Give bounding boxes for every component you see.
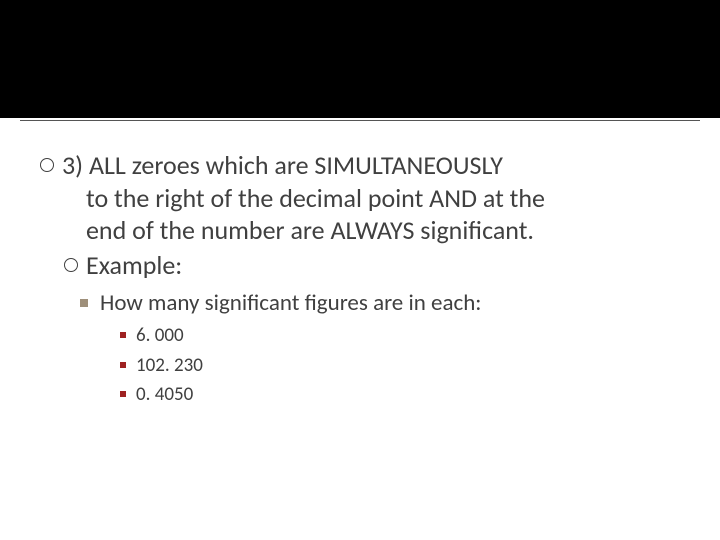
- number-item: 102. 230: [120, 354, 680, 378]
- rule-bullet: 3) ALL zeroes which are SIMULTANEOUSLY t…: [40, 149, 680, 247]
- content-area: 3) ALL zeroes which are SIMULTANEOUSLY t…: [0, 121, 720, 407]
- question-text: How many significant figures are in each…: [100, 289, 481, 318]
- example-bullet: Example:: [64, 249, 680, 282]
- circle-bullet-icon: [40, 158, 54, 172]
- small-square-bullet-icon: [120, 391, 126, 397]
- circle-bullet-icon: [64, 258, 78, 272]
- number-value: 102. 230: [136, 354, 203, 378]
- number-value: 6. 000: [136, 324, 184, 348]
- small-square-bullet-icon: [120, 332, 126, 338]
- example-label: Example:: [86, 249, 182, 282]
- number-value: 0. 4050: [136, 383, 193, 407]
- small-square-bullet-icon: [120, 362, 126, 368]
- number-item: 0. 4050: [120, 383, 680, 407]
- number-item: 6. 000: [120, 324, 680, 348]
- rule-text: 3) ALL zeroes which are SIMULTANEOUSLY t…: [62, 149, 545, 247]
- rule-line-1: 3) ALL zeroes which are SIMULTANEOUSLY: [62, 149, 503, 181]
- square-bullet-icon: [80, 299, 88, 307]
- rule-line-3: end of the number are ALWAYS significant…: [86, 214, 534, 247]
- header-bar: [0, 0, 720, 118]
- question-bullet: How many significant figures are in each…: [80, 289, 680, 318]
- rule-line-2: to the right of the decimal point AND at…: [86, 182, 545, 215]
